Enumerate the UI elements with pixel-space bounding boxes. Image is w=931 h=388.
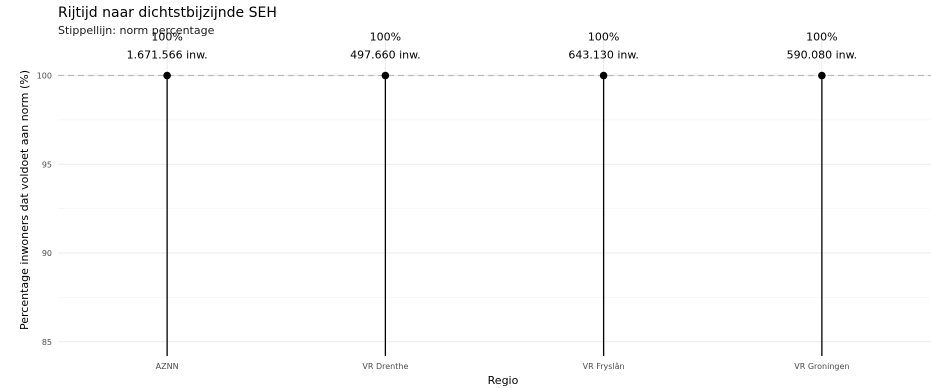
y-tick-label: 90 xyxy=(42,249,52,258)
y-tick-label: 100 xyxy=(37,72,52,81)
data-point xyxy=(163,71,171,80)
data-label-percent: 100% xyxy=(806,31,837,44)
x-axis: AZNN VR Drenthe VR Fryslân VR Groningen xyxy=(156,362,850,371)
stems xyxy=(166,75,823,356)
y-tick-label: 85 xyxy=(42,338,52,347)
data-label-inhabitants: 1.671.566 inw. xyxy=(127,49,208,62)
x-axis-title: Regio xyxy=(488,374,519,387)
data-label-percent: 100% xyxy=(151,31,182,44)
data-label-inhabitants: 497.660 inw. xyxy=(350,49,421,62)
chart-subtitle: Stippellijn: norm percentage xyxy=(58,24,215,37)
y-axis-title: Percentage inwoners dat voldoet aan norm… xyxy=(18,70,31,330)
x-tick-label: VR Drenthe xyxy=(362,362,408,371)
data-label-inhabitants: 643.130 inw. xyxy=(568,49,639,62)
data-label-percent: 100% xyxy=(588,31,619,44)
y-tick-label: 95 xyxy=(42,160,52,169)
chart-title: Rijtijd naar dichtstbijzijnde SEH xyxy=(58,5,277,21)
data-point xyxy=(818,71,826,80)
data-label-percent: 100% xyxy=(370,31,401,44)
data-label-inhabitants: 590.080 inw. xyxy=(787,49,858,62)
y-axis: 85 90 95 100 xyxy=(37,72,52,347)
points xyxy=(163,71,826,80)
data-point xyxy=(599,71,608,80)
x-tick-label: AZNN xyxy=(156,362,179,371)
data-labels: 100% 1.671.566 inw. 100% 497.660 inw. 100% 64… xyxy=(127,31,858,62)
x-tick-label: VR Fryslân xyxy=(583,362,625,371)
grid-lines xyxy=(58,40,931,356)
data-point xyxy=(381,71,390,80)
x-tick-label: VR Groningen xyxy=(794,362,849,371)
